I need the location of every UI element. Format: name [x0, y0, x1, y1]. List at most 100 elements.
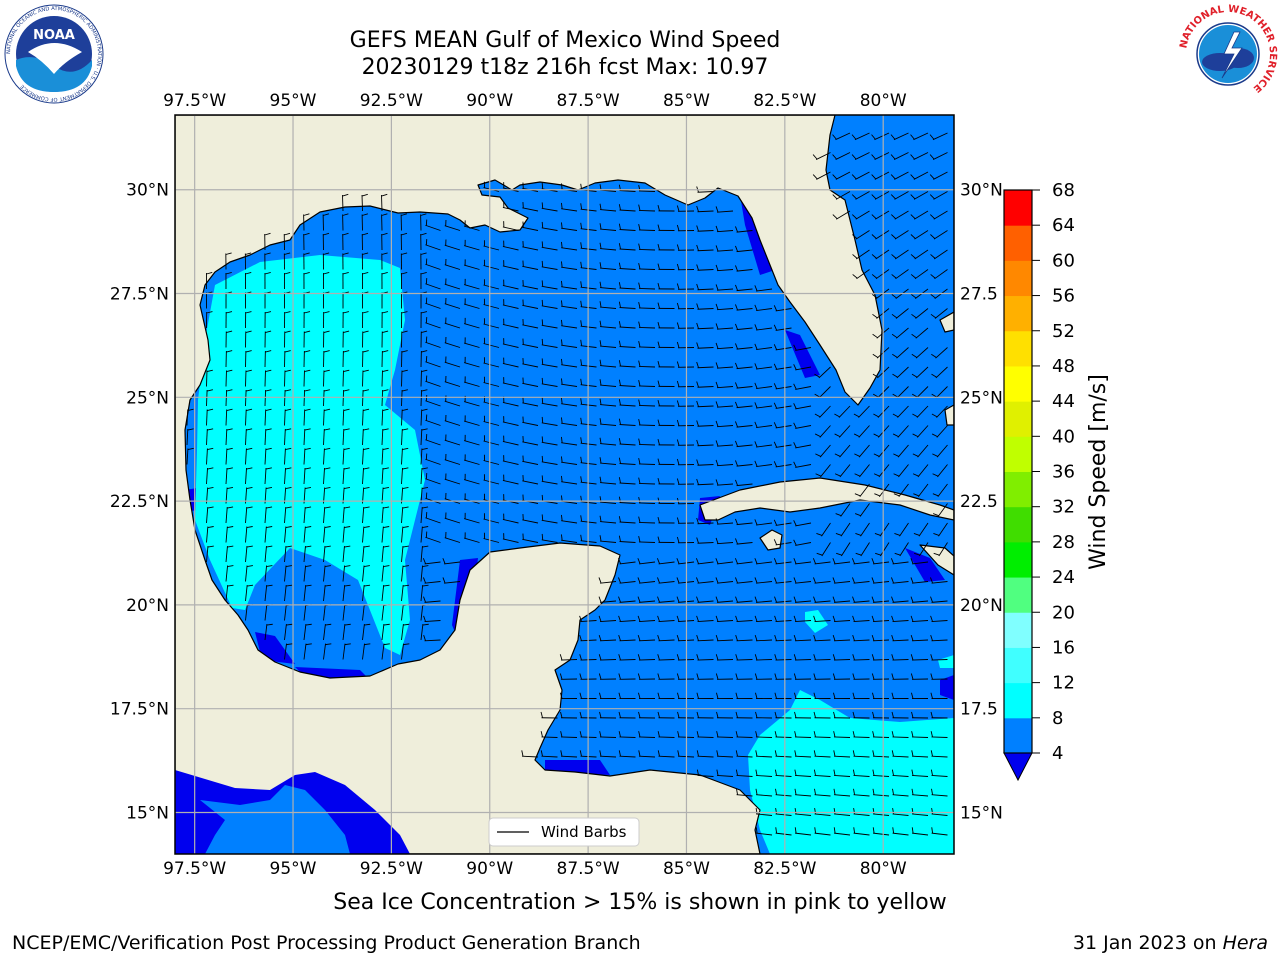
- wind-barb: [264, 271, 271, 290]
- wind-barb: [322, 252, 330, 270]
- wind-barb: [483, 318, 500, 329]
- footer-date: 31 Jan 2023 on Hera: [1073, 932, 1268, 954]
- wind-barb: [793, 344, 812, 351]
- wind-barb: [871, 171, 890, 180]
- wind-barb: [931, 386, 948, 399]
- wind-barb: [541, 260, 558, 270]
- wind-barb: [657, 419, 675, 426]
- wind-barb: [657, 477, 675, 485]
- wind-barb: [401, 311, 408, 329]
- wind-barb: [657, 380, 675, 387]
- wind-barb: [264, 428, 272, 446]
- colorbar-label: Wind Speed [m/s]: [1086, 374, 1111, 570]
- wind-barb: [851, 191, 870, 200]
- wind-barb: [871, 634, 890, 642]
- wind-barb: [911, 386, 929, 399]
- wind-barb: [342, 369, 350, 387]
- wind-barb: [754, 673, 773, 680]
- wind-barb: [342, 565, 351, 582]
- wind-barb: [774, 577, 792, 584]
- wind-barb: [599, 457, 617, 465]
- wind-barb: [362, 311, 369, 329]
- wind-barb: [891, 269, 909, 280]
- wind-barb: [871, 654, 890, 661]
- wind-barb: [813, 634, 831, 642]
- wind-barb: [362, 467, 370, 485]
- wind-barb: [245, 467, 253, 485]
- wind-barb: [832, 654, 851, 661]
- wind-barb: [872, 711, 890, 719]
- wind-barb: [401, 545, 409, 563]
- wind-barb: [930, 634, 948, 642]
- wind-barb: [463, 317, 480, 329]
- wind-barb: [910, 191, 929, 200]
- wind-barb: [245, 526, 253, 543]
- wind-barb: [502, 513, 519, 524]
- wind-barb: [522, 416, 539, 426]
- wind-barb: [401, 467, 409, 485]
- colorbar-tick-label: 60: [1052, 250, 1075, 271]
- wind-barb: [425, 336, 441, 348]
- wind-barb: [735, 654, 753, 661]
- wind-barb: [754, 634, 773, 642]
- wind-barb: [420, 408, 428, 426]
- wind-barb: [638, 243, 656, 251]
- wind-barb: [444, 356, 461, 368]
- wind-barb: [910, 673, 929, 680]
- wind-barb: [342, 252, 349, 270]
- wind-barb: [423, 596, 441, 603]
- wind-barb: [206, 428, 214, 446]
- wind-barb: [425, 297, 441, 309]
- wind-barb: [832, 634, 851, 642]
- wind-barb: [502, 221, 519, 231]
- wind-barb: [638, 263, 656, 270]
- wind-barb: [362, 369, 369, 387]
- wind-barb: [735, 382, 753, 389]
- wind-barb: [284, 350, 291, 368]
- wind-barb: [206, 545, 214, 563]
- wind-barb: [933, 542, 948, 557]
- wind-barb: [852, 711, 870, 719]
- pacific-wind-4-8: [200, 785, 350, 854]
- wind-barb: [890, 132, 909, 141]
- wind-barb: [618, 301, 636, 309]
- wind-barb: [420, 584, 429, 602]
- wind-barb: [342, 643, 351, 660]
- wind-barb: [657, 438, 675, 446]
- wind-barb: [892, 425, 909, 438]
- wind-barb: [463, 415, 480, 426]
- wind-barb: [910, 634, 929, 642]
- colorbar-tick-label: 16: [1052, 637, 1075, 658]
- wind-barb: [793, 596, 812, 603]
- colorbar-segment: [1004, 717, 1032, 754]
- wind-barb: [716, 692, 734, 699]
- wind-barb: [911, 327, 929, 339]
- wind-barb: [362, 330, 369, 348]
- wind-barb: [930, 615, 948, 623]
- wind-barb: [890, 152, 909, 160]
- wind-barb: [930, 269, 948, 280]
- wind-barb: [541, 514, 558, 524]
- wind-barb: [362, 623, 371, 641]
- colorbar-segment: [1004, 682, 1032, 719]
- wind-barb: [342, 330, 350, 348]
- wind-barb: [284, 447, 292, 465]
- wind-barb: [599, 262, 617, 270]
- wind-barb: [696, 478, 714, 486]
- wind-barb: [381, 232, 388, 251]
- wind-barb: [618, 692, 636, 699]
- wind-barb: [540, 711, 558, 719]
- wind-barb: [874, 522, 890, 537]
- wind-barb: [754, 343, 773, 350]
- wind-barb: [657, 731, 675, 738]
- colorbar-segment: [1004, 295, 1032, 332]
- wind-barb: [264, 389, 272, 407]
- wind-barb: [599, 340, 617, 348]
- wind-barb: [303, 350, 311, 368]
- wind-barb: [657, 263, 675, 270]
- wind-barb: [303, 252, 310, 270]
- wind-barb: [245, 447, 253, 465]
- wind-barb: [932, 464, 948, 478]
- wind-barb: [245, 408, 253, 426]
